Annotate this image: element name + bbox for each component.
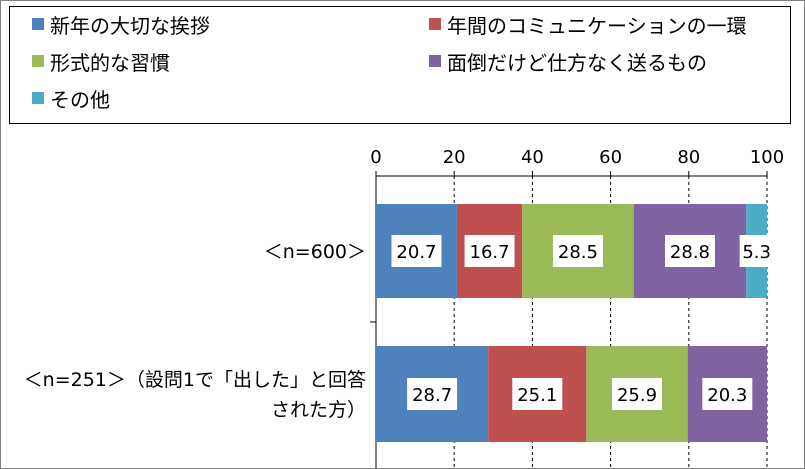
legend-label: 新年の大切な挨拶 — [50, 13, 210, 38]
data-label: 20.7 — [396, 242, 436, 263]
data-label-box — [664, 235, 715, 267]
legend-swatch — [429, 18, 441, 30]
legend-item: 新年の大切な挨拶 — [32, 10, 210, 38]
x-tick-label: 100 — [750, 147, 784, 168]
legend-item: 形式的な習慣 — [32, 47, 170, 75]
data-label-box — [407, 378, 458, 410]
legend-item: 面倒だけど仕方なく送るもの — [429, 47, 707, 75]
category-label: ＜n=251＞（設問1で「出した」と回答 — [24, 369, 366, 391]
data-label: 28.7 — [412, 385, 452, 406]
category-label: された方） — [271, 399, 366, 421]
data-label: 28.8 — [670, 242, 710, 263]
legend-swatch — [32, 92, 44, 104]
x-tick-label: 0 — [370, 147, 381, 168]
data-label-box — [512, 378, 563, 410]
chart-legend: 新年の大切な挨拶 年間のコミュニケーションの一環形式的な習慣 面倒だけど仕方なく送る… — [9, 6, 791, 124]
category-label: ＜n=600＞ — [264, 241, 366, 263]
legend-item: その他 — [32, 84, 110, 112]
legend-label: 年間のコミュニケーションの一環 — [447, 13, 747, 38]
legend-label: その他 — [50, 87, 110, 112]
data-label: 20.3 — [707, 385, 747, 406]
data-label-box — [464, 235, 515, 267]
x-tick-label: 60 — [599, 147, 622, 168]
x-tick-label: 40 — [521, 147, 544, 168]
legend-swatch — [32, 18, 44, 30]
data-label-box — [739, 235, 774, 267]
legend-swatch — [32, 55, 44, 67]
data-label: 25.9 — [617, 385, 657, 406]
legend-label: 形式的な習慣 — [50, 50, 170, 75]
legend-label: 面倒だけど仕方なく送るもの — [447, 50, 707, 75]
data-label-box — [611, 378, 662, 410]
data-label: 28.5 — [558, 242, 598, 263]
data-label-box — [702, 378, 753, 410]
x-tick-label: 20 — [443, 147, 466, 168]
data-label: 25.1 — [517, 385, 557, 406]
data-label-box — [552, 235, 603, 267]
legend-swatch — [429, 55, 441, 67]
x-tick-label: 80 — [677, 147, 700, 168]
data-label: 16.7 — [470, 242, 510, 263]
legend-item: 年間のコミュニケーションの一環 — [429, 10, 747, 38]
data-label-box — [391, 235, 442, 267]
data-label: 5.3 — [742, 242, 771, 263]
